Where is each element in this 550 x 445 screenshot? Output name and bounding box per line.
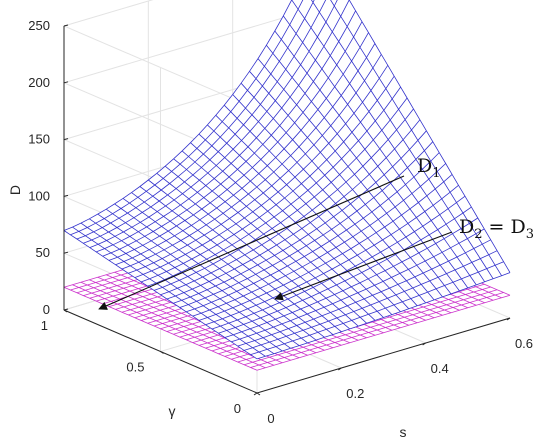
series-d1-mesh-line	[76, 0, 315, 240]
z-tick-label: 200	[28, 75, 50, 90]
series-d1-mesh-line	[160, 108, 414, 296]
x-tick-label: 0.6	[515, 336, 533, 351]
x-tick-label: 0	[267, 411, 274, 426]
x-tick-label: 0.2	[346, 386, 364, 401]
annotation-arrow	[274, 231, 453, 301]
series-d2-d3-mesh-line	[256, 294, 511, 371]
z-tick-label: 250	[28, 18, 50, 33]
series-d2-d3-mesh-line	[243, 289, 498, 366]
y-tick-label: 0.5	[126, 360, 144, 375]
series-d1-mesh-line	[192, 163, 446, 317]
series-d1-mesh-line	[134, 65, 389, 278]
x-axis-line	[256, 317, 511, 394]
series-d1-mesh-line	[128, 54, 382, 274]
z-tick-mark	[63, 308, 69, 311]
series-d1-mesh-line	[250, 261, 504, 355]
x-tick-mark	[338, 367, 342, 371]
y-axis-label: γ	[169, 403, 176, 419]
series-d1-mesh-line	[231, 228, 485, 343]
z-tick-mark	[63, 194, 69, 197]
series-d1-mesh-line	[179, 141, 434, 308]
series-d1-mesh-line	[108, 21, 363, 261]
series-d2-d3-mesh-line	[250, 292, 504, 368]
z-tick-mark	[63, 81, 69, 84]
y-tick-mark	[256, 392, 261, 396]
series-d1-mesh-line	[173, 130, 427, 304]
z-tick-label: 150	[28, 132, 50, 147]
series-d1-mesh-line	[63, 0, 293, 231]
series-d1-mesh-line	[121, 43, 376, 270]
y-tick-label: 1	[41, 318, 48, 333]
annotation-arrow	[98, 175, 405, 310]
series-d1-mesh-line	[256, 272, 511, 360]
y-tick-mark	[63, 309, 68, 313]
series-d1-mesh-line	[166, 119, 421, 300]
z-axis-ticks: 0 50 100 150 200 250	[28, 18, 69, 317]
series-d1-mesh-line	[115, 32, 369, 266]
series-d1-mesh-line	[218, 206, 472, 334]
x-tick-mark	[422, 342, 426, 346]
series-d1-mesh-line	[141, 75, 395, 283]
x-tick-mark	[506, 317, 511, 321]
z-tick-label: 0	[43, 302, 50, 317]
series-d1-mesh-line	[102, 10, 356, 257]
y-tick-mark	[160, 351, 164, 354]
annotation-label: D2 = D3	[459, 216, 534, 242]
series-d1-mesh-line	[224, 217, 479, 338]
x-axis-label: s	[400, 424, 407, 440]
annotations: D1 D2 = D3	[98, 155, 534, 310]
series-d1-mesh-line	[153, 97, 408, 291]
annotation-label: D1	[417, 155, 441, 181]
z-tick-mark	[63, 24, 69, 27]
series-d1-surface	[63, 0, 511, 360]
series-d1-mesh-line	[198, 174, 453, 321]
y-tick-label: 0	[234, 401, 241, 416]
z-tick-label: 50	[36, 245, 50, 260]
x-tick-label: 0.4	[431, 361, 449, 376]
x-tick-mark	[253, 392, 258, 396]
y-axis-ticks: 00.51	[41, 309, 261, 416]
series-d1-mesh-line	[89, 0, 338, 248]
series-d1-mesh-line	[147, 86, 401, 287]
z-tick-mark	[63, 138, 69, 141]
series-d1-mesh-line	[243, 250, 498, 351]
series-d1-mesh-line	[186, 152, 440, 313]
series-d1-mesh-line	[70, 0, 304, 236]
series-d1-mesh-line	[237, 239, 491, 347]
series-d1-mesh-line	[205, 184, 459, 326]
series-d1-mesh-line	[83, 0, 327, 244]
series-d1-mesh-line	[96, 0, 350, 253]
z-axis-label: D	[7, 185, 23, 195]
x-axis-ticks: 0 0.2 0.4 0.6	[253, 317, 533, 426]
z-tick-mark	[63, 251, 69, 254]
z-tick-label: 100	[28, 188, 50, 203]
